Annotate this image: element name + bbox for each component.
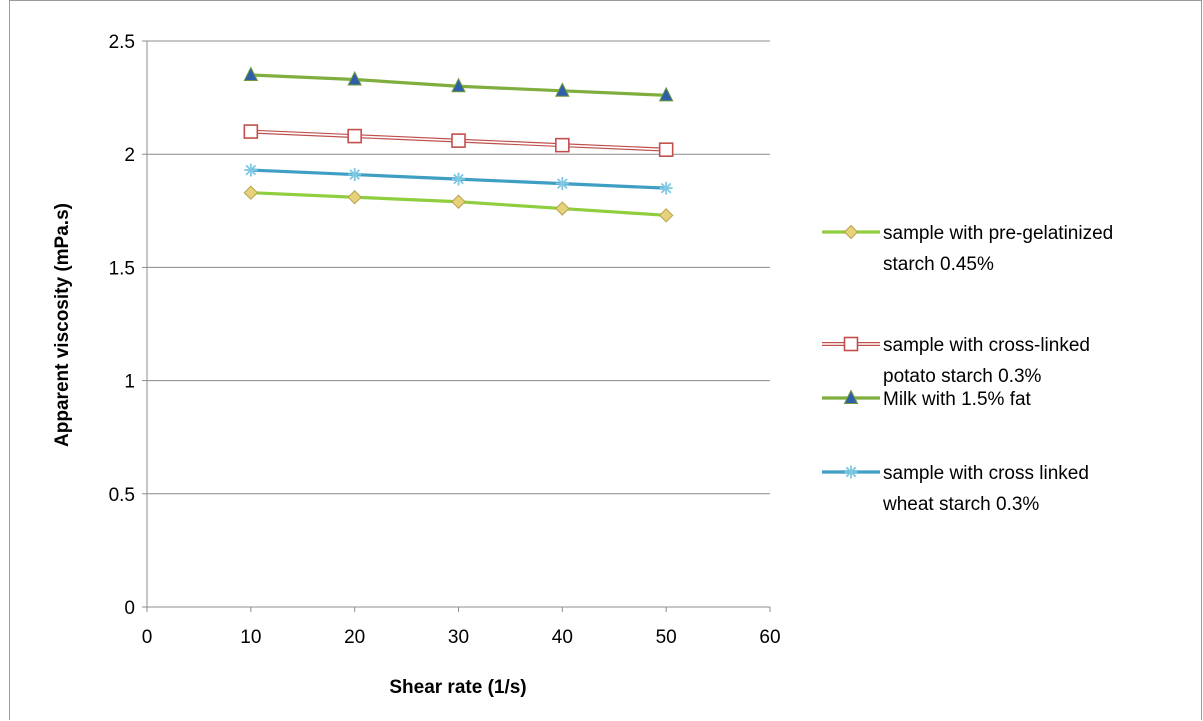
data-point xyxy=(555,201,570,216)
legend-marker xyxy=(843,336,859,352)
data-point xyxy=(243,66,259,81)
y-tick-label: 1 xyxy=(124,372,135,393)
legend-marker xyxy=(843,224,859,240)
data-point xyxy=(451,77,466,93)
data-point xyxy=(555,82,570,97)
legend-marker xyxy=(844,465,858,479)
x-tick-label: 0 xyxy=(142,627,153,648)
grid-lines xyxy=(147,40,770,495)
data-point xyxy=(451,133,466,148)
data-point xyxy=(658,86,674,102)
x-tick-label: 30 xyxy=(448,627,469,648)
x-tick-label: 10 xyxy=(240,627,261,648)
data-point xyxy=(658,142,674,157)
data-point xyxy=(451,194,466,209)
data-point xyxy=(244,163,258,177)
x-tick-label: 40 xyxy=(552,627,573,648)
data-point xyxy=(555,137,570,153)
data-point xyxy=(347,190,362,205)
y-tick-labels: 0 0.5 1 1.5 2 2.5 xyxy=(109,32,135,619)
plot-area xyxy=(243,66,674,223)
data-point xyxy=(348,168,362,182)
y-axis-title: Apparent viscosity (mPa.s) xyxy=(52,203,73,447)
legend-entry-4: sample with cross linked wheat starch 0.3… xyxy=(822,463,1089,515)
series-3 xyxy=(243,66,674,102)
legend-label: potato starch 0.3% xyxy=(883,366,1042,387)
data-point xyxy=(555,177,569,191)
series-4 xyxy=(244,163,673,195)
x-tick-label: 50 xyxy=(656,627,677,648)
data-point xyxy=(347,70,362,86)
series-1 xyxy=(243,185,674,223)
chart-frame xyxy=(9,0,1202,720)
axes xyxy=(142,40,771,612)
y-tick-label: 1.5 xyxy=(109,258,135,279)
legend-entry-1: sample with pre-gelatinized starch 0.45% xyxy=(822,223,1113,275)
legend-label: wheat starch 0.3% xyxy=(882,494,1039,515)
legend-label: sample with cross-linked xyxy=(883,335,1090,356)
x-tick-labels: 0 10 20 30 40 50 60 xyxy=(142,627,781,648)
y-tick-label: 0 xyxy=(124,598,135,619)
data-point xyxy=(452,172,465,186)
data-point xyxy=(658,208,674,223)
legend-entry-2: sample with cross-linked potato starch 0.… xyxy=(822,335,1090,387)
legend-label: sample with pre-gelatinized xyxy=(883,223,1113,244)
y-tick-label: 2.5 xyxy=(109,32,135,53)
x-tick-label: 60 xyxy=(759,627,780,648)
legend-entry-3: Milk with 1.5% fat xyxy=(822,389,1032,410)
legend-label: Milk with 1.5% fat xyxy=(883,389,1032,410)
series-2 xyxy=(243,124,674,157)
data-point xyxy=(243,185,259,200)
legend-marker xyxy=(843,389,859,404)
x-tick-label: 20 xyxy=(344,627,365,648)
x-axis-title: Shear rate (1/s) xyxy=(389,677,526,698)
legend-label: starch 0.45% xyxy=(883,254,994,275)
data-point xyxy=(347,128,362,144)
legend-label: sample with cross linked xyxy=(883,463,1089,484)
y-tick-label: 0.5 xyxy=(109,485,135,506)
y-tick-label: 2 xyxy=(124,145,135,166)
data-point xyxy=(243,124,259,139)
data-point xyxy=(659,181,673,195)
